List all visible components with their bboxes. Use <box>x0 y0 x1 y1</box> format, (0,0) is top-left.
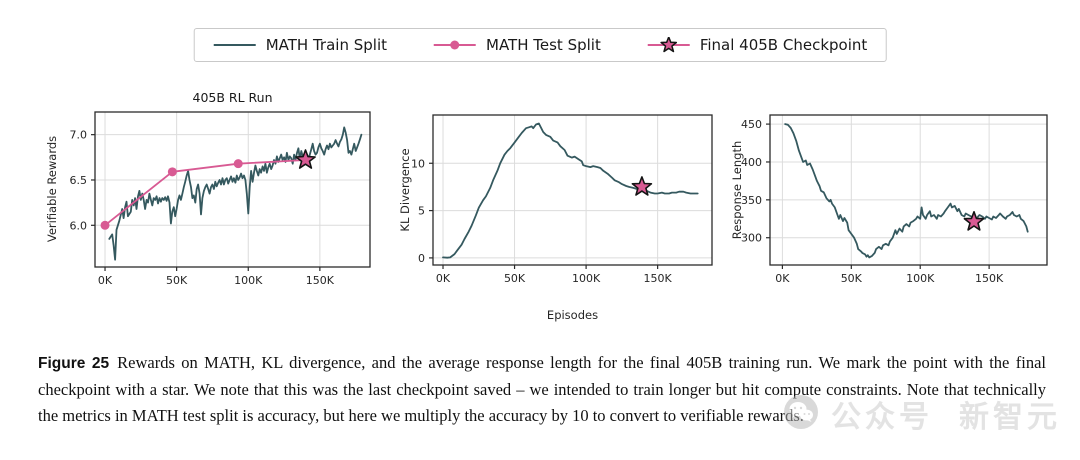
svg-text:0: 0 <box>418 252 425 265</box>
train-line-icon <box>213 44 256 46</box>
x-axis-label-episodes: Episodes <box>546 308 599 322</box>
svg-text:150K: 150K <box>975 272 1004 285</box>
svg-text:0K: 0K <box>775 272 790 285</box>
test-line-dot-icon <box>434 40 477 50</box>
svg-text:450: 450 <box>741 118 762 131</box>
legend-label: MATH Test Split <box>486 36 601 54</box>
svg-text:50K: 50K <box>841 272 863 285</box>
svg-text:100K: 100K <box>906 272 935 285</box>
svg-text:400: 400 <box>741 156 762 169</box>
kl-divergence-chart: 0K 50K 100K 150K 0 5 10 <box>411 114 713 285</box>
legend-item-test: MATH Test Split <box>433 36 601 54</box>
response-length-chart: 0K 50K 100K 150K 300 350 400 450 <box>741 114 1048 285</box>
svg-text:350: 350 <box>741 194 762 207</box>
legend-item-checkpoint: Final 405B Checkpoint <box>647 36 867 54</box>
checkpoint-star-icon <box>647 37 690 53</box>
legend-label: Final 405B Checkpoint <box>699 36 868 54</box>
svg-text:0K: 0K <box>98 274 113 287</box>
svg-text:10: 10 <box>411 157 425 170</box>
svg-text:300: 300 <box>741 232 762 245</box>
svg-text:6.5: 6.5 <box>70 174 88 187</box>
y-axis-label-kl: KL Divergence <box>398 148 412 232</box>
svg-text:100K: 100K <box>572 272 601 285</box>
svg-text:50K: 50K <box>166 274 188 287</box>
y-axis-label-rewards: Verifiable Rewards <box>45 135 59 243</box>
figure-caption: Figure 25 Rewards on MATH, KL divergence,… <box>38 350 1046 429</box>
chart-legend: MATH Train Split MATH Test Split Final 4… <box>193 28 887 62</box>
svg-text:6.0: 6.0 <box>70 219 88 232</box>
figure-caption-label: Figure 25 <box>38 355 110 372</box>
svg-text:150K: 150K <box>306 274 335 287</box>
svg-text:150K: 150K <box>644 272 673 285</box>
svg-text:100K: 100K <box>234 274 263 287</box>
legend-item-train: MATH Train Split <box>213 36 387 54</box>
legend-label: MATH Train Split <box>265 36 388 54</box>
svg-text:7.0: 7.0 <box>70 129 88 142</box>
svg-text:50K: 50K <box>504 272 526 285</box>
verifiable-rewards-chart: 0K 50K 100K 150K 6.0 6.5 7.0 <box>70 111 371 287</box>
svg-text:5: 5 <box>418 205 425 218</box>
figure-caption-text: Rewards on MATH, KL divergence, and the … <box>38 353 1046 425</box>
svg-text:0K: 0K <box>436 272 451 285</box>
chart-title: 405B RL Run <box>192 90 273 105</box>
